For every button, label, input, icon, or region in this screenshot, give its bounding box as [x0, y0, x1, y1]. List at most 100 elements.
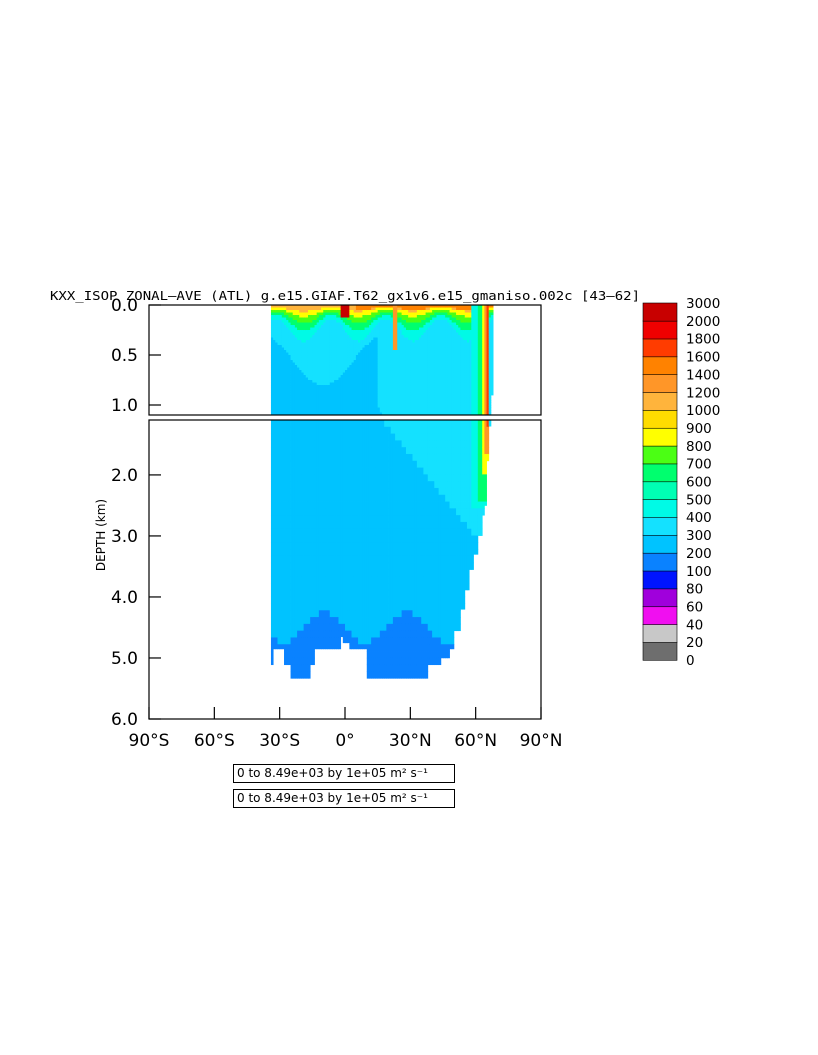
field-cell: [438, 400, 442, 403]
field-cell: [390, 322, 394, 326]
field-cell: [434, 322, 437, 326]
field-cell: [414, 387, 418, 391]
field-cell: [362, 322, 365, 326]
field-cell: [288, 474, 291, 482]
field-cell: [386, 360, 389, 363]
field-cell: [440, 385, 444, 388]
field-cell: [382, 315, 385, 318]
field-cell: [405, 385, 409, 388]
field-cell: [286, 392, 289, 396]
field-cell: [353, 410, 357, 413]
field-cell: [419, 362, 422, 366]
field-cell: [340, 382, 344, 386]
field-cell: [401, 387, 405, 391]
field-cell: [305, 352, 309, 356]
field-cell: [294, 305, 298, 308]
field-cell: [386, 362, 389, 366]
field-cell: [290, 372, 294, 376]
field-cell: [290, 603, 294, 611]
field-cell: [307, 345, 311, 348]
field-cell: [379, 352, 383, 356]
field-cell: [386, 330, 389, 333]
lower-panel-field: [270, 420, 492, 679]
field-cell: [434, 382, 437, 386]
field-cell: [314, 410, 318, 413]
field-cell: [382, 335, 385, 338]
field-cell: [469, 387, 472, 391]
field-cell: [270, 315, 274, 318]
field-cell: [466, 400, 470, 403]
field-cell: [382, 350, 385, 353]
field-cell: [299, 337, 302, 341]
field-cell: [301, 395, 305, 398]
field-cell: [340, 337, 344, 341]
field-cell: [318, 375, 322, 378]
field-cell: [312, 307, 315, 311]
field-cell: [462, 402, 466, 406]
field-cell: [279, 372, 283, 376]
field-cell: [460, 332, 463, 336]
field-cell: [410, 355, 413, 358]
field-cell: [281, 320, 285, 323]
field-cell: [316, 392, 320, 396]
field-cell: [399, 305, 403, 308]
field-cell: [327, 407, 331, 411]
field-cell: [281, 332, 285, 336]
field-cell: [395, 370, 398, 373]
field-cell: [275, 312, 278, 316]
field-cell: [275, 397, 278, 401]
field-cell: [458, 342, 461, 346]
field-cell: [412, 347, 416, 351]
field-cell: [284, 623, 287, 632]
field-cell: [379, 310, 383, 313]
field-cell: [449, 320, 453, 323]
field-cell: [314, 305, 318, 308]
field-cell: [375, 347, 379, 351]
field-cell: [458, 360, 461, 363]
field-cell: [388, 362, 392, 366]
field-cell: [281, 420, 285, 428]
field-cell: [382, 367, 385, 371]
field-cell: [373, 355, 376, 358]
field-cell: [286, 508, 289, 516]
field-cell: [360, 382, 363, 386]
field-cell: [403, 335, 407, 338]
field-cell: [338, 375, 342, 378]
field-cell: [279, 508, 283, 516]
field-cell: [405, 320, 409, 323]
field-cell: [436, 317, 440, 321]
field-cell: [338, 395, 342, 398]
field-cell: [349, 327, 352, 331]
field-cell: [360, 357, 363, 361]
field-cell: [312, 325, 315, 328]
field-cell: [477, 357, 481, 361]
field-cell: [477, 362, 481, 366]
field-cell: [456, 337, 459, 341]
field-cell: [312, 410, 315, 413]
field-cell: [360, 345, 363, 348]
field-cell: [477, 402, 481, 406]
field-cell: [395, 390, 398, 393]
field-cell: [310, 315, 313, 318]
field-cell: [397, 397, 400, 401]
field-cell: [399, 335, 403, 338]
field-cell: [480, 377, 483, 381]
field-cell: [279, 397, 283, 401]
field-cell: [286, 535, 289, 543]
field-cell: [327, 350, 331, 353]
field-cell: [484, 362, 487, 366]
field-cell: [490, 335, 494, 338]
field-cell: [462, 387, 466, 391]
field-cell: [310, 410, 313, 413]
field-cell: [292, 405, 296, 408]
field-cell: [327, 370, 331, 373]
field-cell: [462, 412, 466, 415]
field-cell: [292, 610, 296, 618]
field-cell: [334, 307, 337, 311]
field-cell: [453, 325, 457, 328]
field-cell: [388, 360, 392, 363]
field-cell: [353, 325, 357, 328]
field-cell: [290, 405, 294, 408]
field-cell: [416, 352, 420, 356]
field-cell: [334, 390, 337, 393]
